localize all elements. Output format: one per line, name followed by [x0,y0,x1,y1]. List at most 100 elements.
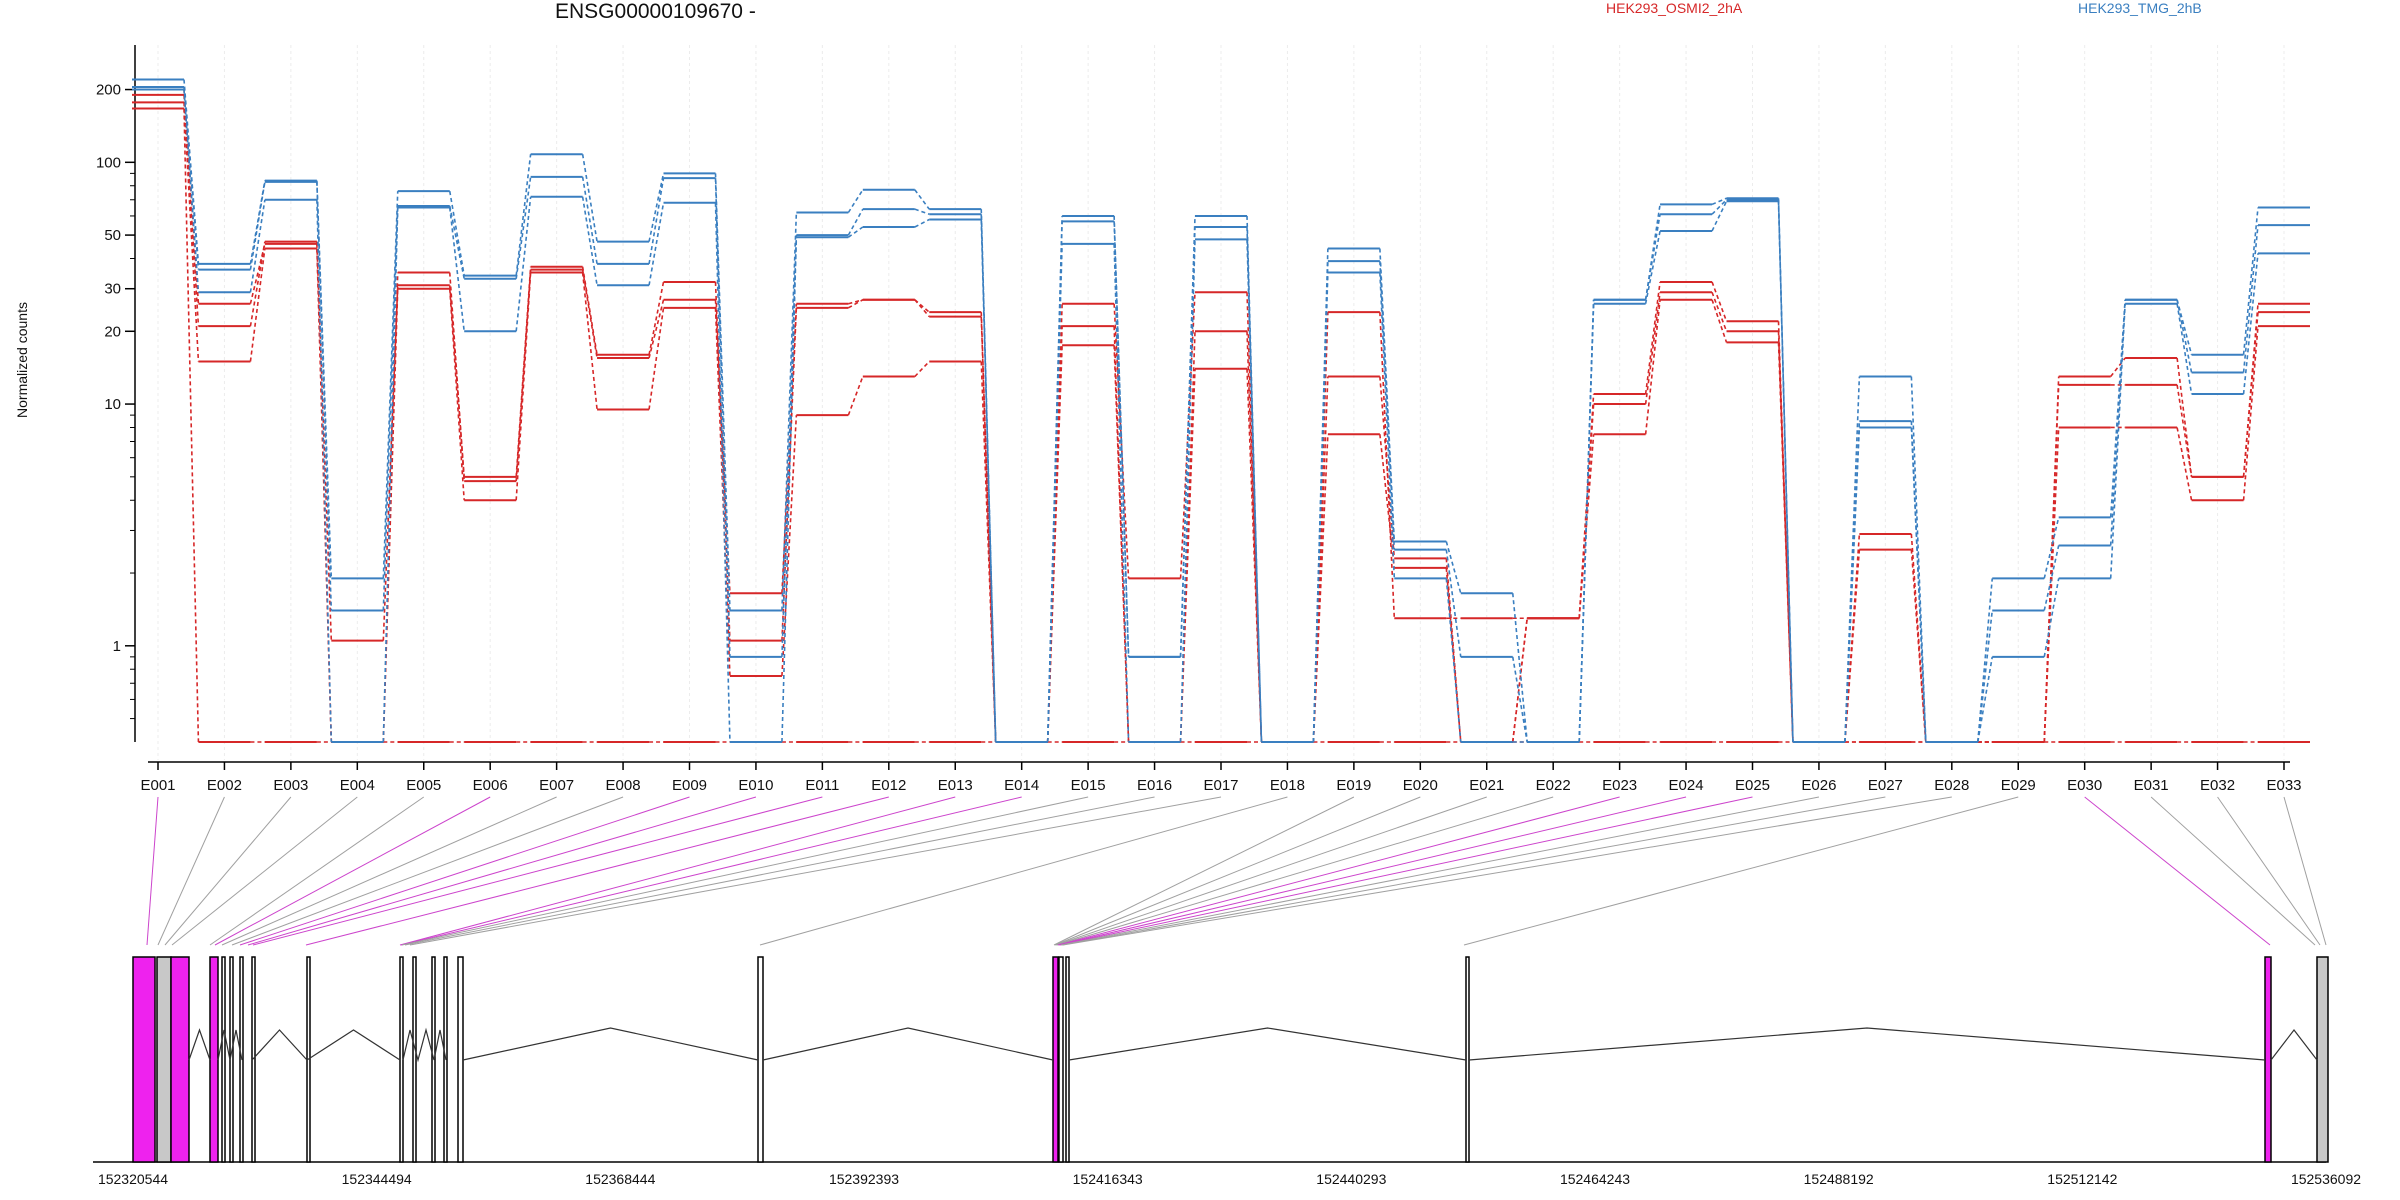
exon-connector [401,796,1089,946]
exon-connector [404,796,1155,946]
series-connector [1379,312,1396,619]
series-connector [1511,593,1528,743]
series-connector [1644,292,1661,405]
x-tick-label: E019 [1336,777,1371,794]
series-connector [648,307,665,410]
series-connector [448,288,465,501]
series-connector [1644,299,1661,435]
x-tick-label: E025 [1735,777,1770,794]
series-connector [1113,345,1130,743]
series-connector [2176,427,2193,501]
series-connector [1379,261,1396,550]
series-connector [648,281,665,355]
x-tick-label: E001 [140,777,175,794]
series-connector [1711,199,1728,215]
intron-line [2270,1029,2318,1061]
x-tick-label: E010 [738,777,773,794]
exon-block [1065,956,1070,1163]
x-tick-label: E003 [273,777,308,794]
series-connector [1379,434,1396,568]
series-connector [914,360,930,378]
series-connector [1578,404,1595,619]
series-connector [714,178,731,657]
series-connector [914,189,930,210]
x-tick-label: E009 [672,777,707,794]
series-connector [2109,299,2126,546]
series-connector [316,243,333,641]
exon-connector [146,796,159,946]
series-connector [1977,578,1994,743]
series-connector [1844,427,1861,743]
y-tick-label: 200 [96,82,121,99]
series-connector [648,202,665,286]
series-connector [2043,384,2060,743]
series-connector [515,269,532,482]
exon-block [156,956,172,1163]
series-connector [914,218,930,228]
exon-connector [1056,796,1554,946]
series-connector [2242,253,2259,395]
series-connector [515,196,532,332]
exon-connector [171,796,358,946]
y-tick-label: 10 [104,396,121,413]
series-connector [914,299,930,318]
exon-connector [305,796,889,946]
exon-connector [252,796,823,946]
exon-connector [1463,796,2019,946]
series-connector [1578,303,1595,743]
series-connector [249,241,266,327]
exon-connector [2283,796,2327,946]
intron-line [1068,1027,1467,1061]
exon-block [2264,956,2272,1163]
exon-connector [214,796,491,946]
x-tick-label: E005 [406,777,441,794]
series-connector [1445,567,1462,743]
series-connector [2043,427,2060,743]
exon-connector [1060,796,1820,946]
series-connector [781,415,798,677]
series-connector [1977,656,1994,743]
exon-connector [1054,796,1421,946]
series-connector [1777,201,1794,743]
series-connector [2109,299,2126,518]
series-connector [382,205,399,611]
exon-block [412,956,417,1163]
series-connector [848,299,864,305]
x-tick-label: E007 [539,777,574,794]
x-tick-label: E026 [1801,777,1836,794]
series-connector [781,303,798,594]
series-connector [1644,281,1661,395]
exon-connector [2150,796,2316,946]
series-connector [382,288,399,743]
exon-block [221,956,226,1163]
series-connector [581,272,598,410]
series-connector [1312,434,1329,743]
series-connector [2176,384,2193,477]
y-tick-label: 1 [113,638,121,655]
exon-connector [759,796,1288,946]
chart-title: ENSG00000109670 - [555,0,756,23]
series-connector [1511,618,1528,743]
x-tick-label: E008 [606,777,641,794]
intron-line [402,1027,447,1063]
exon-connector [1059,796,1753,946]
series-connector [1644,214,1661,300]
x-tick-label: E027 [1868,777,1903,794]
exon-block [132,956,156,1163]
series-connector [1711,299,1728,343]
series-connector [183,86,200,270]
exon-connector [221,796,557,946]
x-tick-label: E013 [938,777,973,794]
x-tick-label: E022 [1536,777,1571,794]
exon-block [1465,956,1470,1163]
series-connector [980,316,997,743]
x-tick-label: E021 [1469,777,1504,794]
exon-connector [1062,796,1952,946]
x-tick-label: E023 [1602,777,1637,794]
series-connector [648,173,665,242]
x-tick-label: E014 [1004,777,1039,794]
series-connector [448,190,465,276]
genomic-tick-label: 152512142 [2047,1171,2117,1187]
x-tick-label: E006 [473,777,508,794]
x-tick-label: E030 [2067,777,2102,794]
